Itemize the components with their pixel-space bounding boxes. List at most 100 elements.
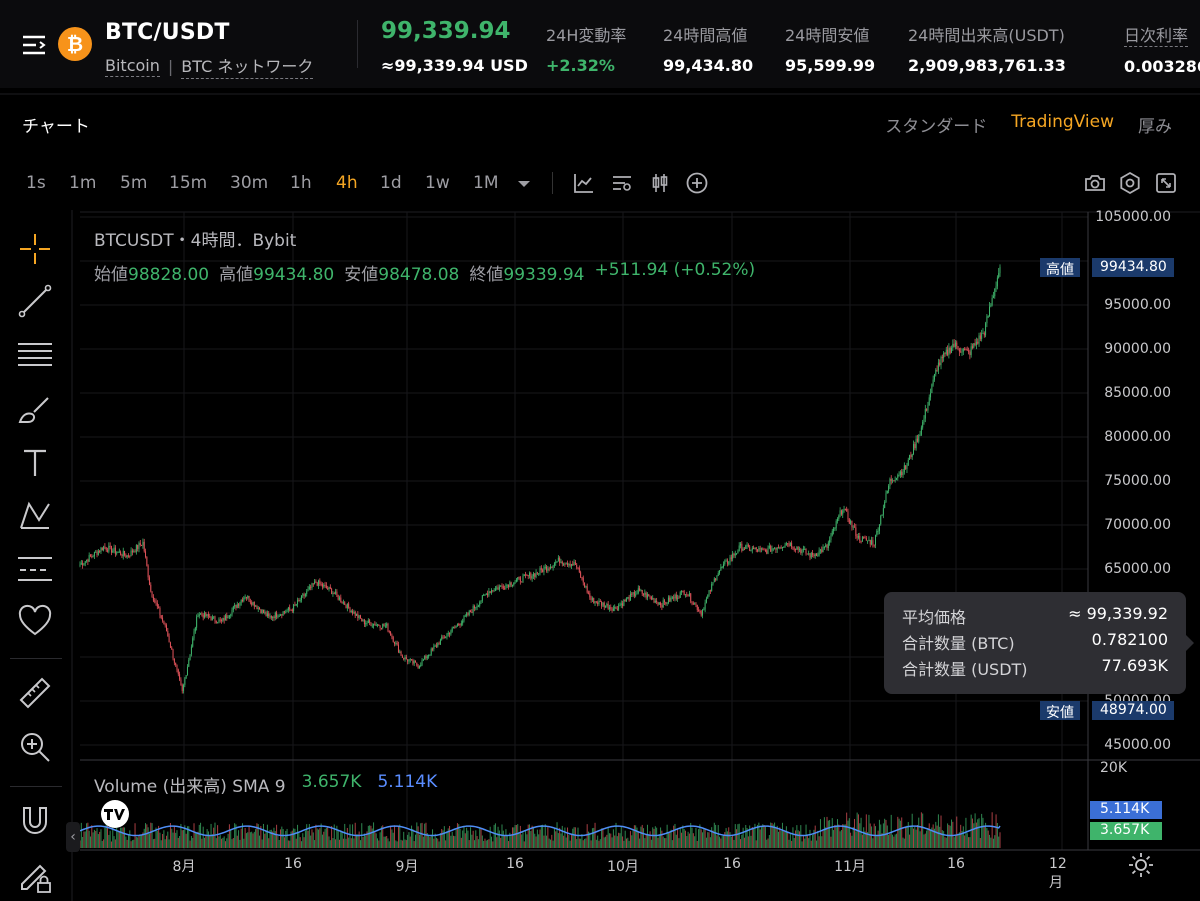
timeframe-30m[interactable]: 30m (230, 173, 269, 193)
candle (177, 669, 179, 675)
pair-title[interactable]: BTC/USDT (105, 20, 230, 45)
candle (712, 582, 714, 585)
candle (722, 564, 724, 567)
timeframe-5m[interactable]: 5m (120, 173, 148, 193)
candle (728, 562, 730, 564)
tab-depth[interactable]: 厚み (1138, 117, 1172, 137)
tab-standard[interactable]: スタンダード (885, 117, 988, 137)
volume-bar (897, 816, 899, 848)
volume-bar (211, 834, 213, 848)
volume-bar (104, 827, 106, 848)
tab-chart[interactable]: チャート (22, 117, 90, 137)
magnet-icon[interactable] (16, 802, 54, 840)
candle (857, 536, 859, 538)
volume-bar (287, 840, 289, 848)
volume-bar (725, 828, 727, 848)
heart-icon[interactable] (16, 602, 54, 640)
volume-bar (345, 838, 347, 848)
volume-bar (479, 828, 481, 848)
volume-bar (750, 835, 752, 848)
volume-bar (245, 833, 247, 848)
chevron-down-icon[interactable] (512, 172, 536, 196)
candle (746, 544, 748, 546)
text-tool-icon[interactable] (16, 444, 54, 482)
candle (632, 592, 634, 594)
crosshair-icon[interactable] (16, 230, 54, 268)
tab-tradingview[interactable]: TradingView (1011, 112, 1114, 132)
timeframe-1d[interactable]: 1d (380, 173, 402, 193)
candle (487, 593, 489, 596)
brush-icon[interactable] (16, 390, 54, 428)
network-link[interactable]: BTC ネットワーク (181, 53, 314, 79)
volume-bar (323, 831, 325, 848)
volume-bar (813, 829, 815, 848)
time-axis[interactable]: 8月 16 9月 16 10月 16 11月 16 12月 (80, 850, 1088, 891)
lock-drawing-icon[interactable] (16, 856, 54, 894)
volume-bar (767, 838, 769, 848)
volume-bar (333, 824, 335, 848)
timeframe-1m[interactable]: 1m (69, 173, 97, 193)
sun-settings-icon[interactable] (1128, 852, 1154, 878)
volume-bar (141, 834, 143, 848)
candle (242, 599, 244, 602)
volume-bar (688, 833, 690, 848)
volume-bar (96, 828, 98, 848)
candle (992, 296, 994, 298)
indicators-icon[interactable] (572, 171, 596, 195)
volume-bar (648, 834, 650, 848)
camera-icon[interactable] (1083, 171, 1107, 195)
candle (825, 545, 827, 547)
divider: | (167, 56, 174, 76)
candle (395, 642, 397, 644)
menu-icon[interactable] (22, 34, 46, 56)
candle (518, 577, 520, 579)
volume-bar (649, 831, 651, 848)
timeframe-15m[interactable]: 15m (169, 173, 208, 193)
timeframe-1s[interactable]: 1s (26, 173, 46, 193)
trendline-icon[interactable] (16, 282, 54, 320)
low-label: 安値 (344, 265, 379, 285)
volume-bar (962, 826, 964, 848)
stat-label[interactable]: 日次利率 (1124, 22, 1189, 47)
ruler-icon[interactable] (16, 674, 54, 712)
candle (927, 405, 929, 411)
volume-bar (594, 822, 596, 848)
fib-lines-icon[interactable] (16, 336, 54, 374)
volume-bar (759, 829, 761, 848)
volume-bar (374, 831, 376, 848)
candle (523, 574, 525, 576)
timeframe-1w[interactable]: 1w (425, 173, 450, 193)
fullscreen-icon[interactable] (1154, 171, 1178, 195)
candle (489, 591, 491, 593)
candle (734, 553, 736, 556)
timeframe-4h[interactable]: 4h (336, 173, 358, 193)
candle (589, 593, 591, 598)
forecast-icon[interactable] (16, 550, 54, 588)
volume-bar (382, 825, 384, 848)
candle (333, 593, 335, 595)
pattern-icon[interactable] (16, 496, 54, 534)
volume-bar (280, 829, 282, 848)
volume-bar (881, 833, 883, 848)
volume-bar (589, 832, 591, 848)
candle (987, 316, 989, 318)
volume-bar (949, 825, 951, 848)
timeframe-1h[interactable]: 1h (290, 173, 312, 193)
zoom-in-icon[interactable] (16, 728, 54, 766)
add-plus-icon[interactable] (685, 171, 709, 195)
settings-hex-icon[interactable] (1118, 171, 1142, 195)
volume-bar (147, 827, 149, 848)
candle (472, 606, 474, 613)
tooltip-key: 合計数量 (USDT) (902, 660, 1028, 679)
coin-name-link[interactable]: Bitcoin (105, 55, 160, 77)
timeframe-1M[interactable]: 1M (473, 173, 499, 193)
candle (827, 542, 829, 549)
volume-bar (281, 826, 283, 848)
chart-settings-icon[interactable] (610, 171, 634, 195)
volume-bar (432, 829, 434, 848)
volume-bar (331, 825, 333, 848)
candle (459, 624, 461, 626)
collapse-panel-button[interactable]: ‹ (66, 822, 80, 852)
candlestick-type-icon[interactable] (648, 171, 672, 195)
volume-bar (120, 827, 122, 848)
